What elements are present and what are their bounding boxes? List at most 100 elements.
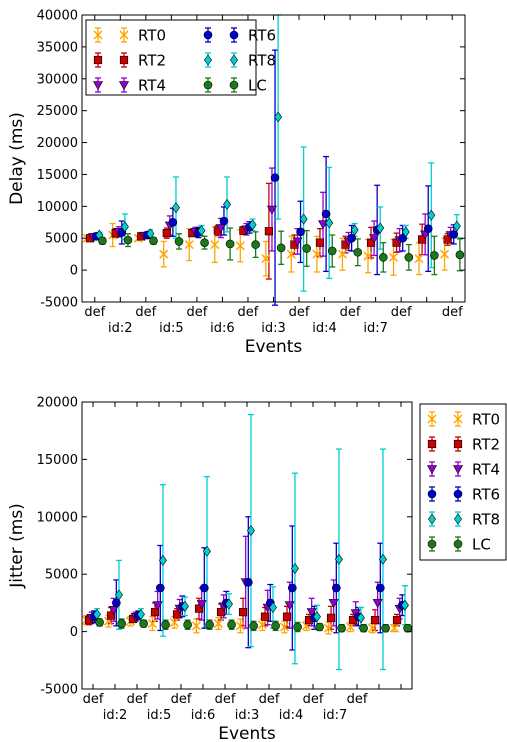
rt4-point [215, 224, 226, 234]
rt4-point [369, 234, 380, 244]
legend-marker-rt8 [230, 54, 238, 66]
x-tick-label-id: id:2 [103, 708, 128, 723]
legend-label-lc: LC [472, 536, 491, 554]
delay-chart: -5000 0 5000 10000 15000 20000 25000 30000 35000… [7, 9, 466, 357]
lc-point [315, 622, 324, 632]
rt0-point [169, 617, 179, 627]
legend-label-rt8: RT8 [248, 52, 276, 70]
rt0-point [312, 249, 322, 259]
rt0-point [261, 254, 271, 264]
rt6-point [423, 224, 433, 233]
rt8-point [136, 608, 145, 620]
y-tick-label: 40000 [37, 9, 78, 24]
y-axis-label: Jitter (ms) [7, 503, 27, 589]
x-tick-label-def: def [127, 692, 148, 707]
rt0-point [159, 249, 169, 259]
y-tick-label: 0 [70, 625, 78, 640]
legend-marker-rt8 [454, 513, 462, 525]
rt6-point [321, 209, 331, 219]
rt8-point [290, 562, 299, 574]
rt2-point [238, 607, 248, 617]
rt6-point [270, 173, 280, 182]
lc-point [205, 620, 214, 630]
legend-marker-rt0 [93, 30, 103, 40]
rt8-point [274, 111, 283, 123]
x-tick-label-def: def [289, 305, 310, 320]
lc-point [183, 620, 192, 630]
legend-marker-rt2 [119, 55, 129, 65]
legend-label-rt6: RT6 [472, 486, 500, 504]
y-tick-label: 15000 [37, 453, 78, 468]
x-tick-label-id: id:5 [147, 708, 172, 723]
rt8-point [401, 226, 410, 238]
rt8-point [334, 553, 343, 565]
rt6-point [332, 583, 341, 593]
x-tick-label-id: id:5 [159, 321, 184, 336]
legend-marker-lc [203, 80, 213, 90]
rt4-point [292, 237, 303, 247]
legend-label-rt4: RT4 [138, 77, 166, 95]
rt0-point [235, 621, 245, 631]
axes-frame [81, 401, 413, 690]
lc-point [200, 238, 209, 247]
rt2-point [150, 607, 160, 617]
rt0-point [147, 619, 157, 629]
legend-marker-rt2 [427, 439, 437, 449]
rt2-point [392, 616, 402, 625]
rt0-point [323, 623, 333, 633]
lc-point [249, 621, 258, 631]
rt6-point [398, 233, 407, 243]
lc-point [378, 253, 388, 262]
rt8-point [268, 601, 277, 614]
lc-point [225, 239, 235, 249]
x-axis-label: Events [245, 337, 303, 357]
rt8-point [350, 224, 359, 236]
rt6-point [112, 598, 121, 608]
rt2-point [315, 238, 325, 247]
y-tick-label: 15000 [37, 168, 78, 183]
x-tick-label-def: def [303, 692, 324, 707]
rt4-point [372, 599, 383, 609]
rt4-point [328, 599, 339, 609]
rt0-point [337, 249, 347, 259]
y-axis-label: Delay (ms) [7, 112, 27, 205]
legend-label-lc: LC [248, 77, 267, 95]
rt4-point [152, 601, 163, 611]
rt8-point [224, 598, 233, 610]
legend-item-rt4: RT4 [92, 77, 166, 95]
rt6-point [376, 583, 385, 593]
y-tick-label: 0 [70, 264, 78, 279]
rt2-point [443, 235, 452, 244]
legend-marker-rt0 [427, 414, 437, 424]
rt6-point [219, 216, 229, 226]
x-tick-label-id: id:7 [363, 321, 388, 336]
y-tick-label: 30000 [37, 72, 78, 87]
lc-point [293, 622, 302, 632]
legend-marker-rt4 [118, 81, 130, 91]
legend-marker-rt6 [229, 30, 239, 40]
legend-marker-lc [229, 80, 239, 90]
rt0-point [363, 251, 373, 261]
legend-marker-rt4 [426, 465, 438, 475]
legend-marker-rt2 [453, 439, 463, 449]
rt8-point [197, 225, 206, 237]
legend-marker-rt6 [203, 30, 213, 40]
x-tick-label-def: def [171, 692, 192, 707]
x-tick-label-def: def [340, 305, 361, 320]
legend-item-lc: LC [427, 536, 491, 554]
rt2-point [326, 613, 336, 622]
lc-point [337, 623, 346, 633]
x-tick-label-def: def [442, 305, 463, 320]
lc-point [251, 240, 260, 249]
rt2-point [172, 610, 182, 619]
rt0-point [440, 249, 450, 259]
legend-item-lc: LC [203, 77, 267, 95]
rt8-point [312, 611, 321, 623]
x-tick-label-def: def [84, 305, 105, 320]
legend: RT0 RT2 RT4 RT6 RT8 LC [419, 403, 507, 561]
lc-point [161, 620, 170, 630]
legend-label-rt0: RT0 [138, 27, 166, 45]
legend-item-rt0: RT0 [427, 411, 500, 429]
lc-point [359, 623, 368, 633]
